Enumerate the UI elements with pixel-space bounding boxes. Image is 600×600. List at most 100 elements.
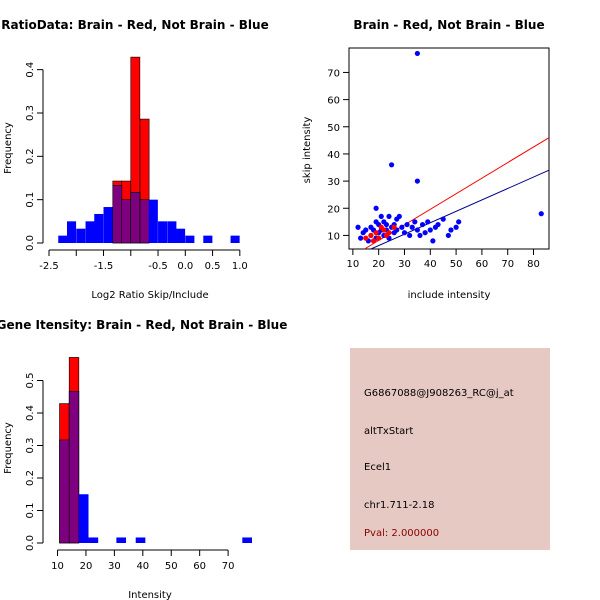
scatter-point-brain-4 — [376, 235, 382, 241]
scatter-point-not-brain-41 — [427, 227, 433, 233]
scatter-point-not-brain-18 — [383, 221, 390, 228]
gene-x-tick-label-3: 40 — [136, 561, 149, 572]
scatter-x-tick-label-5: 60 — [476, 259, 489, 270]
scatter-point-not-brain-44 — [435, 221, 441, 228]
scatter-point-not-brain-46 — [445, 232, 451, 239]
scatter-point-brain-6 — [381, 227, 387, 233]
ratio-bar-notbrain-3 — [85, 221, 95, 243]
gene-symbol: Ecel1 — [364, 462, 391, 473]
scatter-point-not-brain-31 — [407, 232, 413, 239]
scatter-point-not-brain-27 — [396, 213, 402, 220]
ratio-y-tick-label-4: 0.4 — [25, 62, 36, 78]
scatter-point-not-brain-34 — [414, 50, 420, 57]
ratio-bar-notbrain-0 — [58, 235, 68, 243]
gene-bars — [59, 357, 252, 544]
scatter-xlabel: include intensity — [408, 290, 491, 301]
gene-bar-notbrain-0 — [59, 439, 70, 544]
scatter-point-not-brain-3 — [363, 227, 369, 233]
scatter-point-not-brain-36 — [414, 227, 420, 233]
scatter-x-tick-label-7: 80 — [527, 259, 540, 270]
gene-y-tick-label-0: 0.0 — [25, 535, 36, 551]
scatter-x-tick-label-6: 70 — [501, 259, 514, 270]
scatter-point-not-brain-30 — [404, 221, 410, 228]
ratio-axes: -2.5 -1.5 -0.5 0.0 0.5 1.0 0.0 0.1 0.2 0.3 0.4 — [25, 62, 248, 272]
pval-text: Pval: 2.000000 — [364, 528, 439, 539]
ratio-bar-notbrain-9 — [139, 199, 150, 244]
scatter-point-not-brain-40 — [425, 219, 431, 225]
ratio-xlabel: Log2 Ratio Skip/Include — [91, 290, 208, 301]
scatter-x-tick-label-1: 20 — [372, 259, 385, 270]
scatter-ylabel: skip intensity — [302, 117, 313, 184]
scatter-point-not-brain-39 — [422, 230, 428, 236]
gene-bar-notbrain-3 — [88, 537, 99, 543]
gene-y-tick-label-5: 0.5 — [25, 373, 36, 389]
ratio-bar-notbrain-4 — [94, 213, 104, 243]
gene-bar-notbrain-4 — [116, 537, 127, 543]
gene-xlabel: Intensity — [128, 590, 172, 600]
scatter-point-not-brain-48 — [453, 224, 459, 230]
scatter-point-not-brain-22 — [388, 162, 395, 168]
scatter-x-tick-label-4: 50 — [450, 259, 463, 270]
ratio-bar-notbrain-14 — [185, 235, 195, 243]
event-type: altTxStart — [364, 426, 413, 437]
scatter-y-tick-label-0: 10 — [327, 231, 340, 242]
scatter-point-not-brain-50 — [538, 211, 544, 217]
ratio-bar-notbrain-12 — [167, 221, 177, 243]
ratio-bar-notbrain-13 — [176, 228, 186, 243]
scatter-point-not-brain-37 — [417, 232, 423, 239]
gene-x-tick-label-5: 60 — [193, 561, 206, 572]
scatter-point-brain-3 — [373, 230, 379, 236]
scatter-x-tick-label-0: 10 — [347, 259, 360, 270]
ratio-bar-notbrain-10 — [148, 199, 158, 243]
gene-axes: 10 20 30 40 50 60 70 0.0 0.1 0.2 0.3 0.4 0.5 — [25, 373, 234, 572]
ratio-y-tick-label-0: 0.0 — [25, 235, 36, 251]
ratio-y-tick-label-2: 0.2 — [25, 148, 36, 164]
scatter-plot: Brain - Red, Not Brain - Blue 10 20 30 40 50… — [302, 18, 550, 301]
ratio-x-tick-label-0: -2.5 — [39, 261, 59, 272]
scatter-x-tick-label-3: 40 — [424, 259, 437, 270]
scatter-point-brain-0 — [363, 235, 369, 241]
ratio-x-tick-label-5: 1.0 — [232, 261, 248, 272]
scatter-point-not-brain-33 — [412, 219, 418, 225]
scatter-y-tick-label-2: 30 — [327, 177, 340, 188]
scatter-point-not-brain-49 — [456, 219, 462, 225]
scatter-fit-line-not-brain — [370, 169, 550, 250]
scatter-y-tick-label-5: 60 — [327, 96, 340, 107]
scatter-point-not-brain-10 — [373, 205, 379, 211]
gene-x-tick-label-4: 50 — [165, 561, 178, 572]
ratio-bar-notbrain-2 — [76, 228, 86, 243]
gene-x-tick-label-1: 20 — [80, 561, 93, 572]
scatter-point-not-brain-42 — [430, 238, 436, 244]
ratio-bar-notbrain-15 — [203, 235, 213, 243]
gene-bar-notbrain-6 — [242, 537, 252, 543]
gene-bar-notbrain-1 — [68, 390, 80, 544]
scatter-points — [355, 50, 544, 244]
scatter-axes: 10 20 30 40 50 60 70 80 10 20 30 40 50 60 70 — [327, 68, 540, 270]
scatter-point-not-brain-1 — [358, 235, 364, 241]
gene-histogram: Gene Itensity: Brain - Red, Not Brain - … — [0, 318, 287, 600]
scatter-point-not-brain-35 — [414, 178, 420, 184]
ratio-bar-notbrain-8 — [130, 192, 141, 244]
ratio-x-tick-label-4: 0.5 — [205, 261, 221, 272]
gene-x-tick-label-0: 10 — [51, 561, 64, 572]
scatter-point-not-brain-45 — [440, 216, 446, 222]
scatter-frame — [348, 47, 550, 250]
ratio-bar-notbrain-6 — [112, 185, 123, 244]
ratio-bars — [58, 56, 240, 244]
scatter-y-tick-label-1: 20 — [327, 204, 340, 215]
ratio-x-tick-label-2: -0.5 — [148, 261, 168, 272]
ratio-x-tick-label-1: -1.5 — [94, 261, 114, 272]
ratio-x-tick-label-3: 0.0 — [177, 261, 193, 272]
ratio-y-tick-label-3: 0.3 — [25, 105, 36, 121]
ratio-bar-notbrain-7 — [121, 199, 131, 244]
scatter-point-brain-2 — [370, 238, 377, 244]
ratio-bar-notbrain-1 — [66, 221, 77, 243]
info-panel-background — [350, 348, 550, 550]
gene-ylabel: Frequency — [3, 422, 14, 474]
gene-y-tick-label-1: 0.1 — [25, 503, 36, 519]
ratio-bar-notbrain-11 — [158, 221, 168, 243]
scatter-point-not-brain-47 — [448, 227, 454, 233]
probe-id: G6867088@J908263_RC@j_at — [364, 388, 514, 399]
info-panel: G6867088@J908263_RC@j_at altTxStart Ecel… — [350, 348, 550, 550]
scatter-x-tick-label-2: 30 — [398, 259, 411, 270]
